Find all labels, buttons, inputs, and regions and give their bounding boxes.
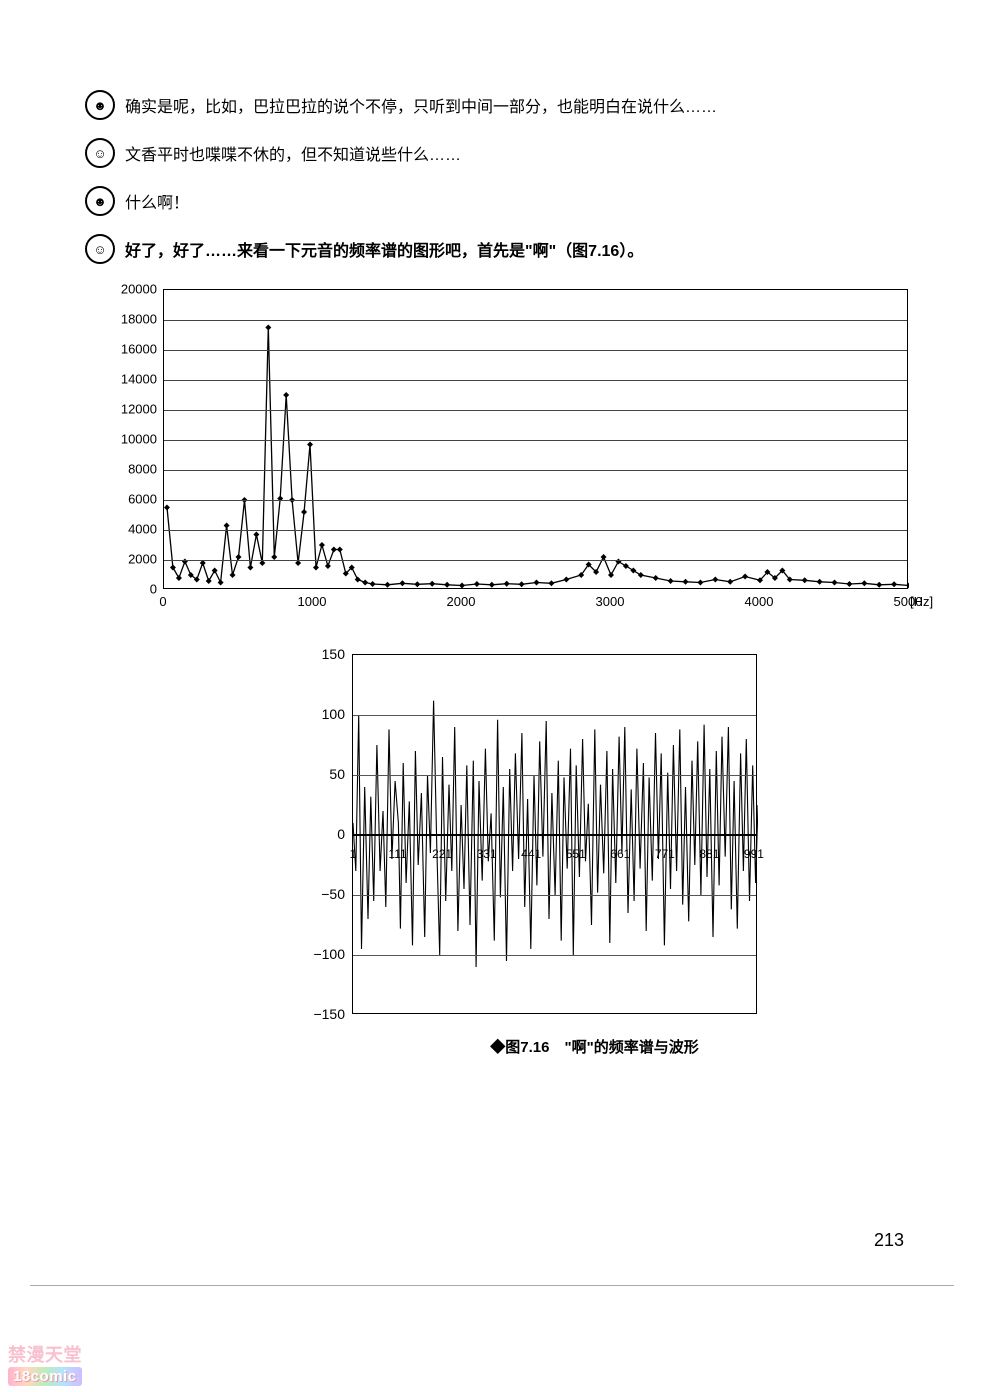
character-avatar-icon: ☻ <box>85 90 115 120</box>
y-tick-label: 18000 <box>107 312 157 327</box>
spectrum-y-axis: 0200040006000800010000120001400016000180… <box>107 289 157 589</box>
spectrum-chart: 0200040006000800010000120001400016000180… <box>115 289 915 619</box>
gridline <box>164 380 907 381</box>
y-tick-label: 16000 <box>107 342 157 357</box>
x-tick-label: 991 <box>744 847 764 861</box>
y-tick-label: 20000 <box>107 282 157 297</box>
gridline <box>164 320 907 321</box>
watermark-line2: 18comic <box>8 1367 82 1386</box>
character-avatar-icon: ☻ <box>85 186 115 216</box>
x-tick-label: 111 <box>388 847 406 861</box>
dialogue-block: ☻ 确实是呢，比如，巴拉巴拉的说个不停，只听到中间一部分，也能明白在说什么…… ☺ 文… <box>85 90 924 264</box>
dialogue-text: 好了，好了……来看一下元音的频率谱的图形吧，首先是"啊"（图7.16）。 <box>125 237 643 261</box>
x-tick-label: 1000 <box>298 594 327 609</box>
zero-line <box>353 834 756 836</box>
gridline <box>353 955 756 956</box>
x-tick-label: 1 <box>350 847 357 861</box>
page-number: 213 <box>874 1230 904 1251</box>
x-tick-label: 2000 <box>447 594 476 609</box>
waveform-chart-block: −150−100−50050100150 1111221331441551661… <box>300 649 924 1057</box>
gridline <box>164 410 907 411</box>
dialogue-line: ☺ 好了，好了……来看一下元音的频率谱的图形吧，首先是"啊"（图7.16）。 <box>85 234 924 264</box>
x-tick-label: 3000 <box>596 594 625 609</box>
y-tick-label: 6000 <box>107 492 157 507</box>
gridline <box>353 895 756 896</box>
dialogue-line: ☺ 文香平时也喋喋不休的，但不知道说些什么…… <box>85 138 924 168</box>
y-tick-label: 12000 <box>107 402 157 417</box>
y-tick-label: 10000 <box>107 432 157 447</box>
y-tick-label: 2000 <box>107 552 157 567</box>
y-tick-label: 0 <box>299 826 345 842</box>
dialogue-text: 文香平时也喋喋不休的，但不知道说些什么…… <box>125 141 461 165</box>
gridline <box>164 350 907 351</box>
y-tick-label: 50 <box>299 766 345 782</box>
y-tick-label: −100 <box>299 946 345 962</box>
character-avatar-icon: ☺ <box>85 138 115 168</box>
x-tick-label: 4000 <box>745 594 774 609</box>
watermark: 禁漫天堂 18comic <box>8 1341 82 1386</box>
gridline <box>164 470 907 471</box>
spectrum-plot-area <box>163 289 908 589</box>
spectrum-chart-block: 0200040006000800010000120001400016000180… <box>85 289 924 619</box>
gridline <box>164 530 907 531</box>
dialogue-line: ☻ 什么啊！ <box>85 186 924 216</box>
watermark-line1: 禁漫天堂 <box>8 1341 82 1367</box>
waveform-y-axis: −150 −100 −50 0 50 100 150 <box>300 649 348 1019</box>
footer-rule <box>30 1285 954 1286</box>
dialogue-text: 确实是呢，比如，巴拉巴拉的说个不停，只听到中间一部分，也能明白在说什么…… <box>125 93 717 117</box>
y-tick-label: 150 <box>299 646 345 662</box>
y-tick-label: −150 <box>299 1006 345 1022</box>
x-tick-label: 551 <box>566 847 586 861</box>
y-tick-label: 4000 <box>107 522 157 537</box>
x-tick-label: 881 <box>699 847 719 861</box>
x-tick-label: 221 <box>432 847 452 861</box>
waveform-chart: −150−100−50050100150 1111221331441551661… <box>300 649 780 1024</box>
page-content: ☻ 确实是呢，比如，巴拉巴拉的说个不停，只听到中间一部分，也能明白在说什么…… ☺ 文… <box>0 0 984 1097</box>
gridline <box>353 775 756 776</box>
character-avatar-icon: ☺ <box>85 234 115 264</box>
gridline <box>164 440 907 441</box>
x-tick-label: 0 <box>159 594 166 609</box>
y-tick-label: 100 <box>299 706 345 722</box>
gridline <box>164 560 907 561</box>
waveform-plot-area: 1111221331441551661771881991 <box>352 654 757 1014</box>
y-tick-label: 0 <box>107 582 157 597</box>
y-tick-label: 14000 <box>107 372 157 387</box>
gridline <box>164 500 907 501</box>
dialogue-text: 什么啊！ <box>125 189 189 213</box>
y-tick-label: 8000 <box>107 462 157 477</box>
x-axis-unit: [Hz] <box>910 594 933 609</box>
gridline <box>353 715 756 716</box>
x-tick-label: 441 <box>521 847 541 861</box>
x-tick-label: 661 <box>610 847 630 861</box>
figure-caption: ◆图7.16 "啊"的频率谱与波形 <box>265 1036 924 1057</box>
dialogue-line: ☻ 确实是呢，比如，巴拉巴拉的说个不停，只听到中间一部分，也能明白在说什么…… <box>85 90 924 120</box>
x-tick-label: 331 <box>477 847 497 861</box>
spectrum-x-axis: 010002000300040005000[Hz] <box>163 594 908 614</box>
x-tick-label: 771 <box>655 847 675 861</box>
y-tick-label: −50 <box>299 886 345 902</box>
